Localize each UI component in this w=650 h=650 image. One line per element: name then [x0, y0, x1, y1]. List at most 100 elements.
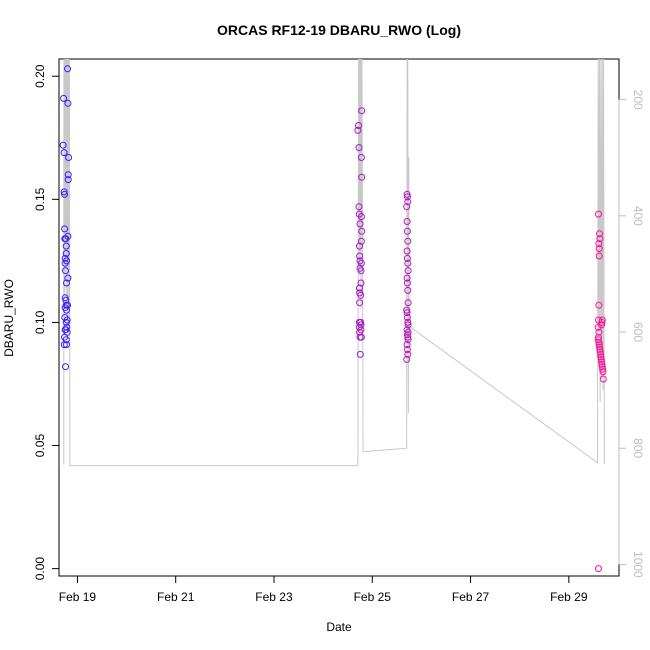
data-point-s2-9 [404, 259, 412, 267]
points-layer [59, 65, 607, 573]
data-point-s0-3 [60, 188, 68, 196]
data-point-s1-21 [357, 333, 365, 341]
data-point-s3-18 [597, 353, 605, 361]
data-point-s3-21 [598, 360, 606, 368]
data-point-s0-35 [64, 171, 72, 179]
data-point-s2-7 [403, 247, 411, 255]
data-point-s0-4 [61, 190, 68, 198]
x-axis-label: Date [326, 620, 352, 634]
data-point-s0-0 [59, 141, 67, 149]
data-point-s0-32 [64, 301, 71, 309]
x-tick-label-3: Feb 25 [354, 590, 392, 604]
data-point-s3-2 [596, 235, 604, 243]
y2-tick-label-0: 200 [631, 90, 645, 110]
data-point-s3-4 [595, 245, 603, 253]
data-point-s1-27 [358, 227, 366, 235]
x-axis: Feb 19 Feb 21 Feb 23 Feb 25 Feb 27 Feb 29 [59, 575, 588, 604]
y-tick-label-0: 0.00 [33, 557, 47, 581]
data-point-s1-22 [357, 291, 365, 299]
data-point-s2-14 [404, 299, 412, 307]
data-point-s1-31 [358, 107, 366, 115]
data-point-s2-19 [404, 321, 412, 329]
data-point-s1-20 [357, 326, 365, 334]
data-point-s2-5 [403, 227, 411, 235]
data-point-s3-15 [596, 346, 604, 353]
data-point-s1-29 [358, 173, 366, 181]
data-point-s2-15 [403, 306, 411, 314]
data-point-s2-18 [404, 318, 412, 326]
data-point-s0-2 [60, 149, 68, 157]
data-point-s2-6 [404, 237, 412, 245]
data-point-s1-2 [355, 144, 363, 152]
data-point-s1-19 [357, 321, 365, 329]
data-point-s3-19 [597, 355, 605, 363]
x-tick-label-4: Feb 27 [452, 590, 490, 604]
data-point-s2-23 [404, 336, 412, 344]
plot-frame [58, 58, 620, 577]
data-point-s1-28 [357, 213, 365, 221]
data-point-s3-16 [596, 348, 604, 356]
data-point-s0-1 [60, 94, 68, 102]
data-point-s2-25 [403, 346, 411, 353]
data-point-s2-4 [403, 218, 411, 225]
y-axis: 0.00 0.05 0.10 0.15 0.20 [33, 64, 60, 581]
data-point-s0-30 [63, 316, 71, 324]
data-point-s3-26 [598, 321, 606, 329]
data-point-s2-12 [403, 279, 411, 287]
y2-tick-label-1: 400 [631, 206, 645, 226]
data-point-s2-17 [403, 314, 411, 321]
data-point-s0-29 [63, 323, 71, 331]
data-point-s0-24 [63, 306, 70, 314]
data-point-s3-12 [595, 338, 603, 346]
data-point-s2-27 [403, 355, 411, 363]
data-point-s0-33 [64, 274, 72, 282]
data-point-s1-30 [357, 154, 365, 161]
data-point-s3-10 [595, 333, 602, 341]
data-point-s2-1 [403, 190, 411, 198]
data-point-s2-13 [404, 286, 412, 294]
secondary-line [63, 58, 605, 467]
y-tick-label-1: 0.05 [33, 434, 47, 458]
data-point-s1-24 [357, 267, 365, 275]
chart-title: ORCAS RF12-19 DBARU_RWO (Log) [217, 22, 461, 38]
data-point-s0-28 [63, 341, 70, 349]
y2-axis: 200 400 600 800 1000 [618, 90, 645, 578]
data-point-s1-5 [356, 220, 364, 228]
data-point-s2-11 [403, 274, 411, 282]
data-point-s2-28 [404, 328, 412, 336]
data-point-s0-21 [63, 279, 70, 287]
data-point-s3-27 [598, 318, 606, 326]
x-tick-label-5: Feb 29 [550, 590, 588, 604]
data-point-s2-16 [403, 309, 411, 317]
y-tick-label-2: 0.10 [33, 310, 47, 334]
data-point-s3-24 [599, 368, 607, 376]
data-point-s0-22 [62, 296, 70, 304]
data-point-s0-31 [63, 328, 71, 336]
data-point-s3-25 [599, 375, 607, 383]
data-point-s3-6 [595, 301, 603, 309]
data-point-s3-23 [599, 365, 607, 373]
data-point-s0-34 [64, 232, 72, 240]
data-point-s3-1 [596, 230, 603, 238]
data-point-s2-22 [404, 333, 412, 341]
data-point-s1-25 [357, 259, 365, 267]
data-point-s2-8 [403, 254, 411, 262]
x-tick-label-2: Feb 23 [255, 590, 293, 604]
data-point-s0-9 [62, 267, 69, 275]
data-point-s0-18 [62, 242, 70, 250]
data-point-s3-5 [595, 252, 603, 260]
data-point-s2-10 [404, 267, 412, 275]
data-point-s3-22 [598, 363, 606, 371]
data-point-s3-29 [595, 565, 602, 573]
data-point-s3-14 [596, 343, 603, 351]
y-axis-label: DBARU_RWO [2, 279, 16, 357]
y2-tick-label-4: 1000 [631, 551, 645, 578]
data-point-s0-37 [65, 154, 73, 161]
data-point-s0-39 [64, 65, 71, 73]
data-point-s0-27 [62, 336, 70, 344]
y-tick-label-3: 0.15 [33, 187, 47, 211]
data-point-s0-5 [61, 225, 69, 233]
data-point-s3-9 [595, 328, 603, 336]
data-point-s1-7 [356, 252, 364, 260]
